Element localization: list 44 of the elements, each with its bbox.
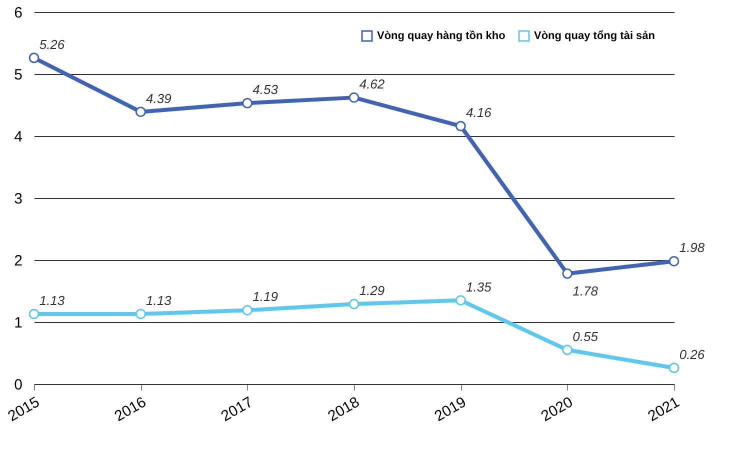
data-label: 1.13 [39, 292, 66, 308]
data-label: 4.62 [359, 76, 386, 92]
data-label: 1.13 [146, 292, 172, 308]
x-tick-label: 2018 [325, 394, 362, 426]
y-tick-label: 2 [14, 252, 22, 270]
data-label: 1.35 [466, 279, 492, 294]
point [242, 98, 253, 108]
point [242, 305, 253, 316]
y-tick-label: 5 [14, 66, 22, 84]
data-label: 5.26 [39, 36, 66, 52]
data-label: 4.53 [252, 82, 279, 98]
point [562, 268, 573, 279]
legend-label: Vòng quay tổng tài sản [534, 30, 656, 42]
y-tick-label: 1 [14, 314, 22, 332]
data-label: 1.98 [679, 240, 706, 256]
point [668, 256, 680, 266]
x-tick-label: 2021 [645, 394, 682, 426]
point [455, 120, 466, 132]
y-tick-label: 4 [14, 128, 22, 146]
point [455, 295, 466, 306]
point [348, 92, 360, 103]
data-label: 1.29 [359, 283, 385, 298]
legend-label: Vòng quay hàng tồn kho [377, 30, 506, 42]
point [135, 106, 146, 118]
data-label: 1.78 [572, 284, 599, 299]
y-tick-label: 3 [14, 190, 22, 208]
data-label: 4.39 [146, 90, 172, 106]
data-label: 0.26 [679, 346, 706, 362]
y-tick-label: 6 [14, 4, 22, 22]
data-label: 1.19 [252, 289, 278, 304]
y-tick-label: 0 [14, 376, 22, 394]
point [135, 308, 146, 320]
point [348, 298, 360, 310]
data-label: 0.55 [572, 328, 599, 344]
point [28, 52, 40, 64]
x-tick-label: 2017 [218, 394, 256, 426]
point [562, 344, 573, 356]
x-tick-label: 2016 [112, 394, 150, 426]
point [668, 362, 680, 374]
x-tick-label: 2020 [538, 394, 576, 426]
x-tick-label: 2019 [432, 394, 470, 426]
data-label: 4.16 [466, 105, 492, 120]
point [28, 308, 40, 320]
x-tick-label: 2015 [5, 394, 42, 426]
